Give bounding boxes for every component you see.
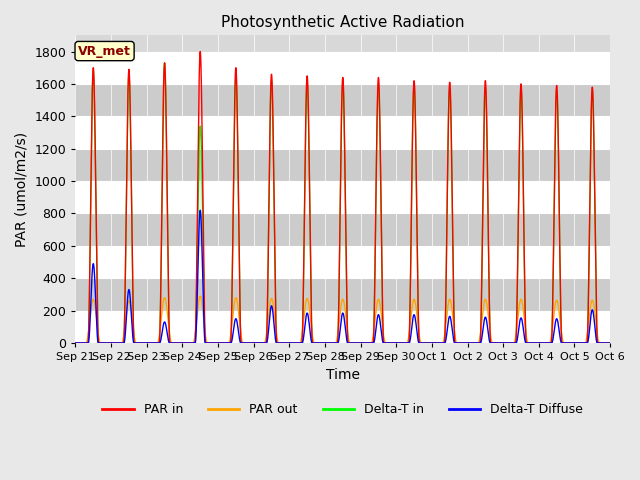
Bar bbox=[76, 181, 610, 214]
Text: VR_met: VR_met bbox=[78, 45, 131, 58]
Bar bbox=[76, 149, 610, 181]
Bar bbox=[76, 116, 610, 149]
Bar bbox=[76, 311, 610, 343]
Bar bbox=[76, 51, 610, 84]
Bar bbox=[76, 214, 610, 246]
X-axis label: Time: Time bbox=[326, 368, 360, 382]
Bar bbox=[76, 84, 610, 116]
Legend: PAR in, PAR out, Delta-T in, Delta-T Diffuse: PAR in, PAR out, Delta-T in, Delta-T Dif… bbox=[97, 398, 588, 421]
Title: Photosynthetic Active Radiation: Photosynthetic Active Radiation bbox=[221, 15, 465, 30]
Bar bbox=[76, 246, 610, 278]
Y-axis label: PAR (umol/m2/s): PAR (umol/m2/s) bbox=[15, 132, 29, 247]
Bar bbox=[76, 278, 610, 311]
